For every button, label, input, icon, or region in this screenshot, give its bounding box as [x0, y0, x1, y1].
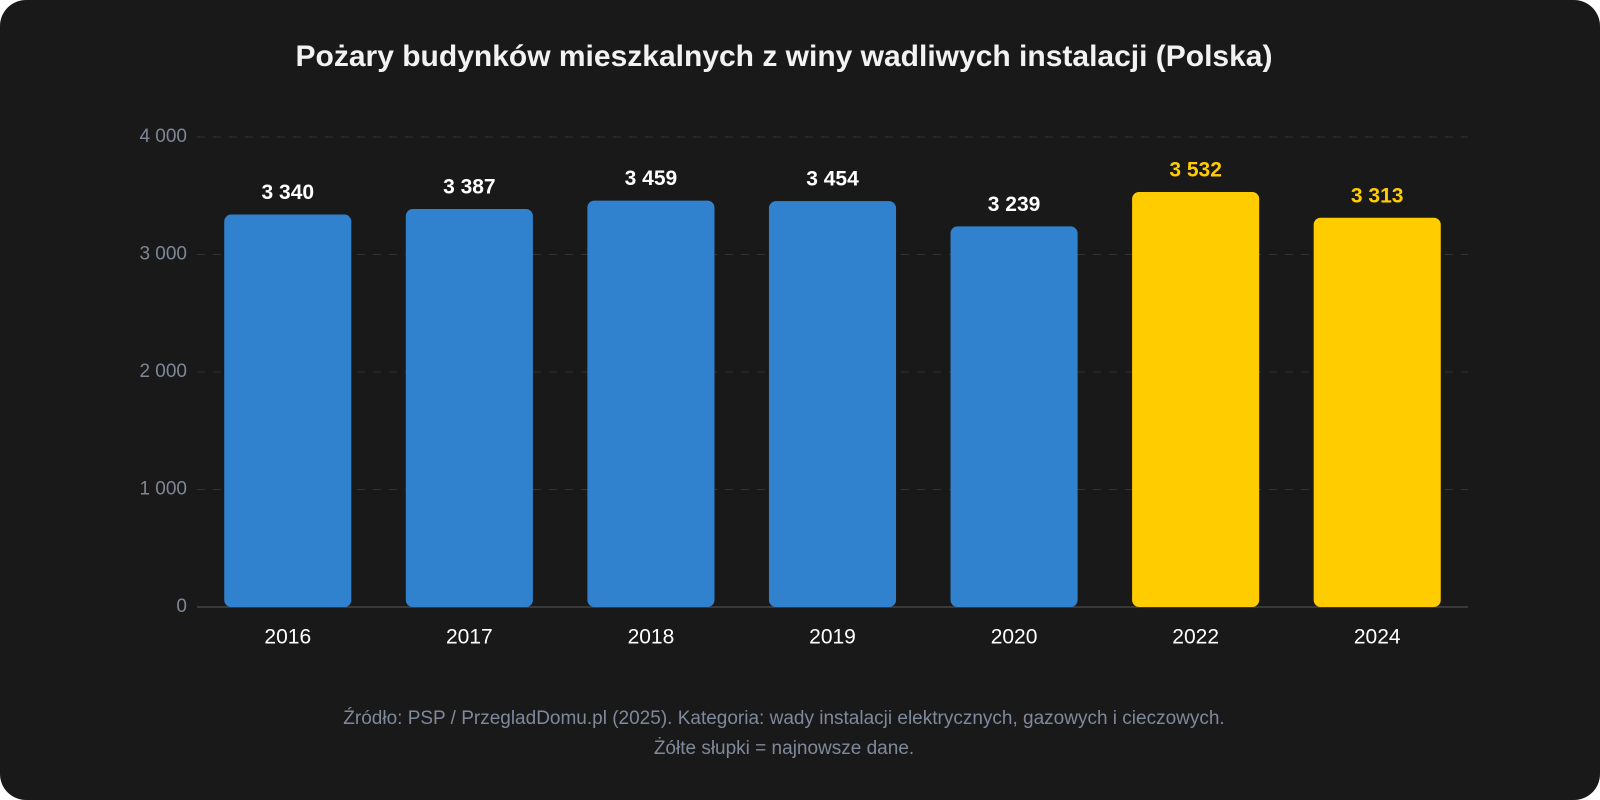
x-tick-label: 2024 — [1354, 626, 1401, 649]
bar — [1313, 217, 1441, 607]
y-tick-label: 4 000 — [139, 126, 187, 147]
x-tick-label: 2016 — [264, 626, 311, 649]
value-label: 3 340 — [262, 181, 315, 204]
y-tick-label: 3 000 — [139, 244, 187, 265]
value-label: 3 459 — [625, 167, 678, 190]
value-label: 3 313 — [1351, 184, 1404, 207]
x-tick-label: 2018 — [628, 626, 675, 649]
value-label: 3 454 — [806, 168, 859, 191]
bar — [1132, 191, 1260, 608]
source-note: Źródło: PSP / PrzegladDomu.pl (2025). Ka… — [343, 708, 1224, 729]
bar — [224, 214, 352, 608]
x-tick-label: 2020 — [991, 626, 1038, 649]
x-tick-label: 2022 — [1172, 626, 1219, 649]
legend-note: Żółte słupki = najnowsze dane. — [654, 738, 914, 759]
chart-title: Pożary budynków mieszkalnych z winy wadl… — [296, 40, 1273, 73]
y-tick-label: 2 000 — [139, 361, 187, 382]
x-tick-label: 2019 — [809, 626, 856, 649]
y-tick-label: 0 — [176, 596, 187, 617]
x-tick-label: 2017 — [446, 626, 493, 649]
value-label: 3 387 — [443, 176, 496, 199]
bar — [587, 200, 715, 607]
bar — [768, 201, 897, 607]
value-label: 3 532 — [1169, 159, 1222, 182]
bar — [405, 209, 533, 607]
value-label: 3 239 — [988, 193, 1041, 216]
bar — [950, 226, 1078, 608]
y-tick-label: 1 000 — [139, 479, 187, 500]
